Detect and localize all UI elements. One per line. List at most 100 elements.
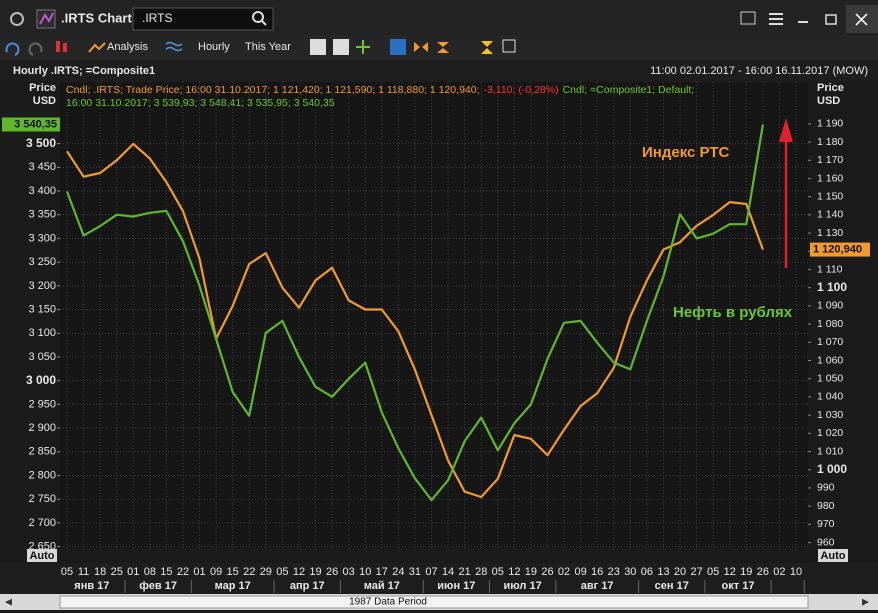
x-tick-label: 09 [574, 566, 586, 578]
y-axis-label: USD [33, 95, 56, 107]
scale-button[interactable] [481, 41, 493, 54]
analysis-button[interactable]: Analysis [107, 41, 148, 53]
month-label: окт 17 [722, 580, 755, 592]
y2-axis-label: USD [817, 95, 840, 107]
y2-tick-label: 1 070 [817, 336, 843, 348]
fit-button[interactable] [437, 42, 449, 53]
undo-button[interactable] [5, 42, 20, 56]
y2-tick-label: 1 130 [817, 227, 843, 239]
zoom-button[interactable] [390, 39, 406, 55]
plot-area [60, 82, 808, 548]
crosshair-button[interactable] [356, 40, 370, 54]
x-tick-label: 07 [425, 566, 437, 578]
y2-axis-label: Price [817, 82, 844, 94]
chart-header-period: 11:00 02.01.2017 - 16:00 16.11.2017 (MOW… [650, 65, 868, 77]
scroll-left[interactable]: ◀ [5, 596, 12, 606]
y2-tick-label: 1 100 [817, 280, 847, 294]
y2-tick-label: 1 060 [817, 354, 843, 366]
candle-button[interactable] [56, 41, 60, 52]
last-value-label: 1 120,940 [813, 243, 862, 255]
link-icon[interactable] [10, 12, 24, 26]
x-tick-label: 12 [724, 566, 736, 578]
x-axis-area [0, 563, 878, 593]
scrollbar-thumb[interactable] [59, 595, 809, 609]
x-tick-label: 05 [276, 566, 288, 578]
auto-right-label: Auto [820, 550, 845, 562]
x-tick-label: 15 [160, 566, 172, 578]
chart-header [0, 60, 878, 82]
window-title: .IRTS Chart [61, 10, 132, 25]
maximize-button[interactable] [825, 14, 837, 25]
scroll-right[interactable]: ▶ [862, 596, 869, 606]
auto-left-box [27, 549, 57, 562]
x-tick-label: 16 [591, 566, 603, 578]
y-tick-label: 3 450 [28, 161, 56, 173]
compare-button[interactable] [333, 39, 349, 55]
annotation: Индекс РТС [642, 144, 729, 161]
x-tick-label: 18 [94, 566, 106, 578]
x-tick-label: 14 [442, 566, 454, 578]
y-tick-label: 3 050 [28, 351, 56, 363]
search-box[interactable] [132, 7, 274, 31]
y2-tick-label: 1 000 [817, 462, 847, 476]
x-tick-label: 10 [359, 566, 371, 578]
interval-button[interactable]: Hourly [198, 41, 230, 53]
month-label: май 17 [364, 580, 400, 592]
y-tick-label: 2 950 [28, 398, 56, 410]
y-tick-label: 3 400 [28, 185, 56, 197]
x-tick-label: 21 [459, 566, 471, 578]
y2-tick-label: 1 090 [817, 300, 843, 312]
y-tick-label: 2 800 [28, 469, 56, 481]
select-button[interactable] [502, 39, 516, 53]
last-value-tag [810, 242, 870, 257]
y-tick-label: 3 000 [26, 373, 56, 387]
month-label: авг 17 [581, 580, 614, 592]
x-tick-label: 25 [111, 566, 123, 578]
y2-tick-label: 1 160 [817, 172, 843, 184]
range-button[interactable]: This Year [245, 41, 291, 53]
x-tick-label: 12 [293, 566, 305, 578]
x-tick-label: 05 [707, 566, 719, 578]
x-tick-label: 27 [690, 566, 702, 578]
month-label: мар 17 [215, 580, 251, 592]
menu-button-line [769, 18, 783, 20]
auto-right-box [818, 549, 848, 562]
x-tick-label: 05 [61, 566, 73, 578]
x-tick-label: 23 [608, 566, 620, 578]
y-axis-label: Price [29, 82, 56, 94]
x-tick-label: 01 [193, 566, 205, 578]
y2-tick-label: 990 [817, 482, 835, 494]
y2-tick-label: 1 050 [817, 372, 843, 384]
x-tick-label: 02 [773, 566, 785, 578]
analysis-icon [88, 42, 106, 53]
chart-type-button[interactable] [310, 39, 326, 55]
interval-icon [165, 41, 183, 52]
x-tick-label: 13 [657, 566, 669, 578]
pan-button[interactable] [414, 42, 428, 52]
y-tick-label: 3 300 [28, 232, 56, 244]
search-icon-handle [261, 20, 267, 26]
y-tick-label: 3 500 [26, 136, 56, 150]
y-tick-label: 2 750 [28, 493, 56, 505]
y-tick-label: 2 700 [28, 517, 56, 529]
menu-button[interactable] [769, 13, 783, 15]
y2-tick-label: 1 030 [817, 409, 843, 421]
y2-tick-label: 1 180 [817, 136, 843, 148]
y-tick-label: 2 900 [28, 422, 56, 434]
month-label: сен 17 [655, 580, 689, 592]
y-tick-label: 3 150 [28, 303, 56, 315]
app-icon [36, 9, 56, 29]
y2-tick-label: 1 140 [817, 209, 843, 221]
search-icon[interactable] [252, 11, 264, 23]
redo-button[interactable] [28, 42, 43, 56]
layout-button[interactable] [740, 11, 756, 25]
x-tick-label: 01 [127, 566, 139, 578]
x-tick-label: 08 [144, 566, 156, 578]
y2-tick-label: 1 170 [817, 154, 843, 166]
x-tick-label: 28 [475, 566, 487, 578]
chart-header-title: Hourly .IRTS; =Composite1 [13, 65, 155, 77]
candle-button-part [63, 43, 67, 52]
auto-left-label: Auto [29, 550, 54, 562]
y2-tick-label: 1 150 [817, 190, 843, 202]
